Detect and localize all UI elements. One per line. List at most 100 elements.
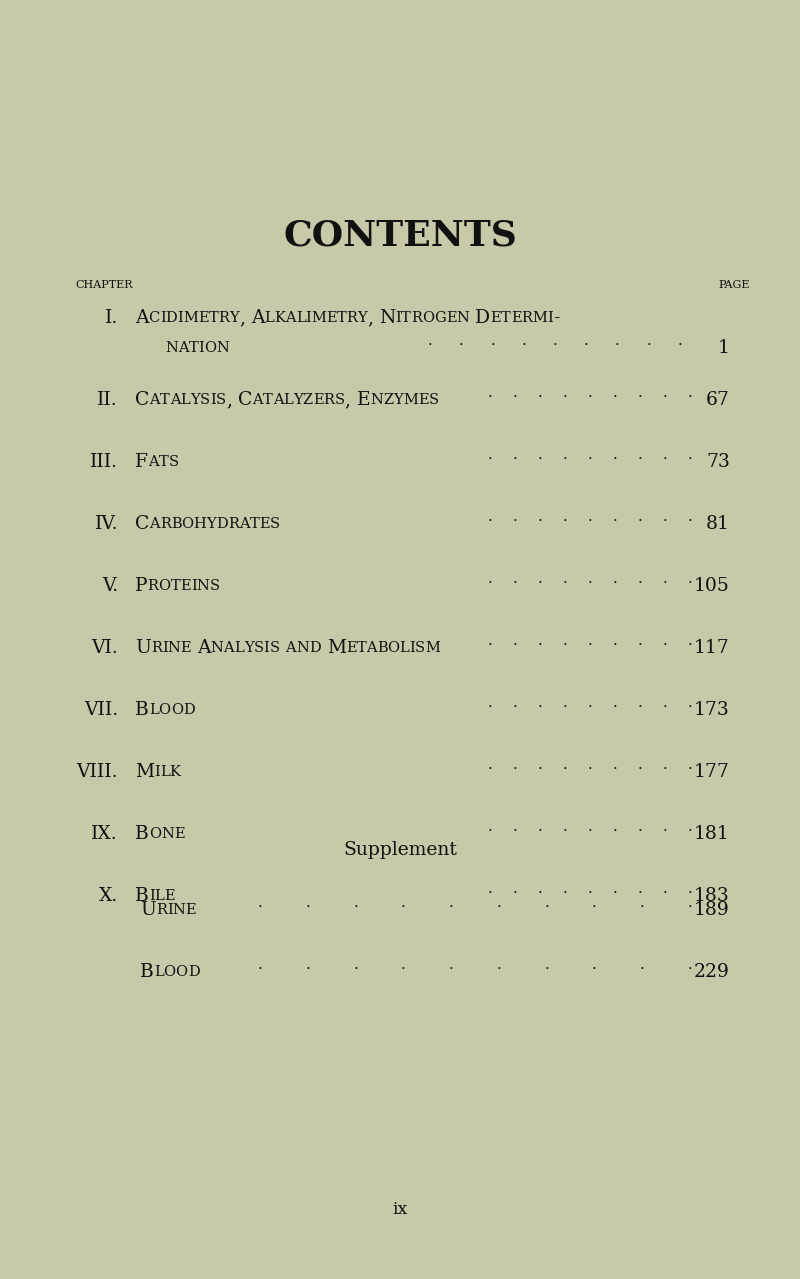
Text: C: C bbox=[135, 515, 150, 533]
Text: 67: 67 bbox=[706, 391, 730, 409]
Text: A: A bbox=[150, 517, 160, 531]
Text: T: T bbox=[357, 641, 366, 655]
Text: Y: Y bbox=[190, 393, 200, 407]
Text: .: . bbox=[562, 820, 567, 834]
Text: R: R bbox=[522, 311, 532, 325]
Text: .: . bbox=[638, 820, 642, 834]
Text: I: I bbox=[178, 311, 183, 325]
Text: L: L bbox=[180, 393, 190, 407]
Text: U: U bbox=[140, 900, 156, 920]
Text: ,: , bbox=[226, 391, 232, 409]
Text: .: . bbox=[688, 897, 692, 909]
Text: 81: 81 bbox=[706, 515, 730, 533]
Text: .: . bbox=[538, 883, 542, 897]
Text: R: R bbox=[147, 579, 158, 593]
Text: D: D bbox=[182, 703, 194, 718]
Text: A: A bbox=[135, 310, 149, 327]
Text: E: E bbox=[164, 889, 175, 903]
Text: R: R bbox=[411, 311, 422, 325]
Text: .: . bbox=[688, 696, 692, 710]
Text: .: . bbox=[592, 958, 597, 972]
Text: A: A bbox=[223, 641, 234, 655]
Text: L: L bbox=[283, 393, 293, 407]
Text: .: . bbox=[588, 448, 592, 462]
Text: .: . bbox=[513, 634, 518, 648]
Text: T: T bbox=[158, 455, 168, 469]
Text: B: B bbox=[377, 641, 387, 655]
Text: G: G bbox=[434, 311, 446, 325]
Text: K: K bbox=[170, 765, 181, 779]
Text: .: . bbox=[613, 386, 618, 400]
Text: .: . bbox=[688, 958, 692, 972]
Text: .: . bbox=[562, 696, 567, 710]
Text: .: . bbox=[688, 510, 692, 524]
Text: CONTENTS: CONTENTS bbox=[283, 217, 517, 252]
Text: III.: III. bbox=[90, 453, 118, 471]
Text: .: . bbox=[662, 758, 667, 773]
Text: M: M bbox=[532, 311, 547, 325]
Text: .: . bbox=[538, 696, 542, 710]
Text: Supplement: Supplement bbox=[343, 842, 457, 859]
Text: .: . bbox=[401, 897, 406, 909]
Text: I: I bbox=[395, 311, 402, 325]
Text: S: S bbox=[270, 641, 279, 655]
Text: .: . bbox=[662, 510, 667, 524]
Text: .: . bbox=[613, 448, 618, 462]
Text: .: . bbox=[588, 820, 592, 834]
Text: Y: Y bbox=[244, 641, 254, 655]
Text: A: A bbox=[148, 455, 158, 469]
Text: R: R bbox=[228, 517, 238, 531]
Text: A: A bbox=[285, 311, 296, 325]
Text: U: U bbox=[135, 640, 151, 657]
Text: .: . bbox=[688, 448, 692, 462]
Text: O: O bbox=[387, 641, 400, 655]
Text: T: T bbox=[402, 311, 411, 325]
Text: A: A bbox=[170, 393, 180, 407]
Text: M: M bbox=[183, 311, 198, 325]
Text: .: . bbox=[544, 897, 549, 909]
Text: K: K bbox=[274, 311, 285, 325]
Text: .: . bbox=[638, 634, 642, 648]
Text: R: R bbox=[151, 641, 162, 655]
Text: S: S bbox=[168, 455, 178, 469]
Text: P: P bbox=[135, 577, 147, 595]
Text: A: A bbox=[273, 393, 283, 407]
Text: .: . bbox=[588, 696, 592, 710]
Text: .: . bbox=[562, 883, 567, 897]
Text: M: M bbox=[326, 640, 346, 657]
Text: .: . bbox=[688, 820, 692, 834]
Text: .: . bbox=[688, 634, 692, 648]
Text: L: L bbox=[234, 641, 244, 655]
Text: T: T bbox=[209, 311, 218, 325]
Text: .: . bbox=[662, 386, 667, 400]
Text: M: M bbox=[311, 311, 326, 325]
Text: .: . bbox=[513, 386, 518, 400]
Text: .: . bbox=[688, 758, 692, 773]
Text: .: . bbox=[562, 634, 567, 648]
Text: B: B bbox=[171, 517, 182, 531]
Text: 117: 117 bbox=[694, 640, 730, 657]
Text: T: T bbox=[170, 579, 180, 593]
Text: B: B bbox=[135, 825, 149, 843]
Text: .: . bbox=[584, 334, 589, 348]
Text: E: E bbox=[180, 579, 191, 593]
Text: B: B bbox=[135, 701, 149, 719]
Text: I: I bbox=[166, 903, 173, 917]
Text: Y: Y bbox=[393, 393, 403, 407]
Text: D: D bbox=[166, 311, 178, 325]
Text: S: S bbox=[428, 393, 438, 407]
Text: .: . bbox=[428, 334, 432, 348]
Text: .: . bbox=[662, 448, 667, 462]
Text: A: A bbox=[366, 641, 377, 655]
Text: S: S bbox=[216, 393, 226, 407]
Text: .: . bbox=[638, 758, 642, 773]
Text: S: S bbox=[210, 579, 220, 593]
Text: E: E bbox=[357, 391, 370, 409]
Text: .: . bbox=[488, 448, 492, 462]
Text: .: . bbox=[613, 634, 618, 648]
Text: VIII.: VIII. bbox=[77, 764, 118, 781]
Text: .: . bbox=[306, 897, 310, 909]
Text: Z: Z bbox=[302, 393, 313, 407]
Text: O: O bbox=[163, 964, 176, 978]
Text: 229: 229 bbox=[694, 963, 730, 981]
